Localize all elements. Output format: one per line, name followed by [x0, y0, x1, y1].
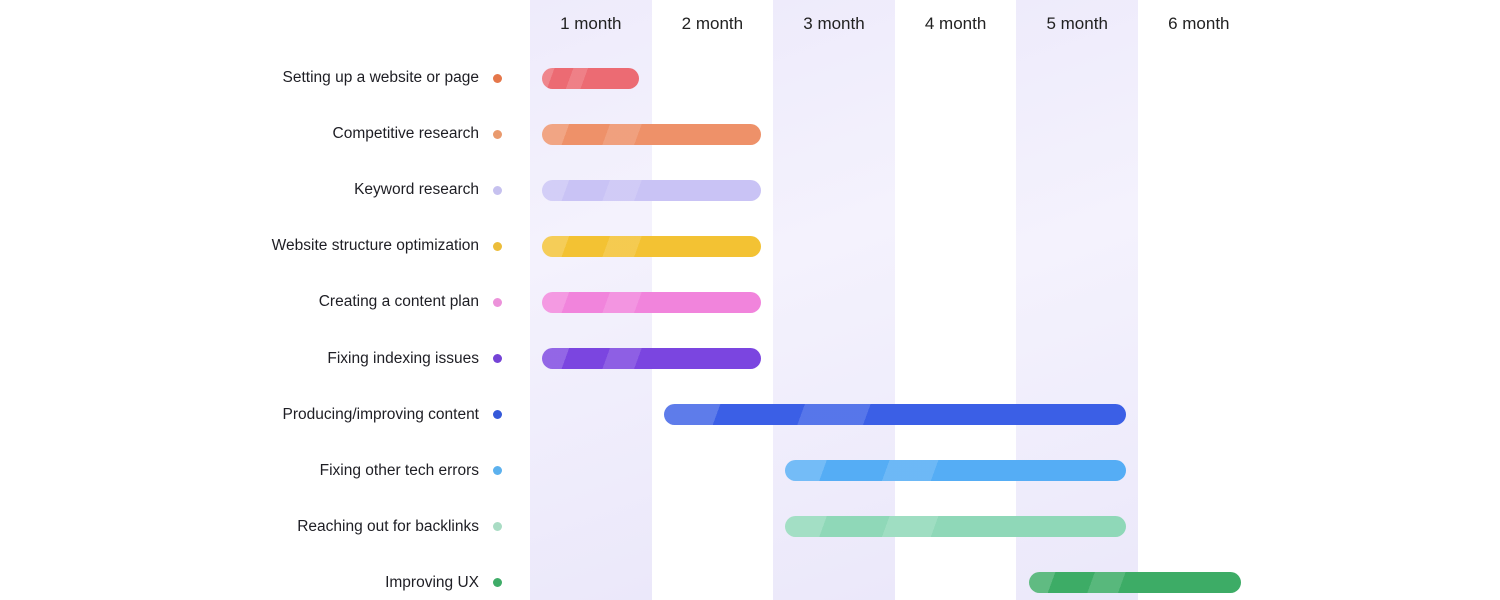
- task-bar: [785, 516, 1126, 538]
- month-header: 6 month: [1168, 14, 1230, 33]
- task-dot-icon: [493, 578, 502, 588]
- month-column: [1016, 0, 1138, 600]
- task-label: Producing/improving content: [282, 405, 479, 423]
- task-bar: [542, 179, 762, 201]
- task-bar: [542, 123, 762, 145]
- task-dot-icon: [493, 522, 502, 532]
- task-dot-icon: [493, 185, 502, 195]
- month-header: 3 month: [803, 14, 865, 33]
- task-label: Fixing indexing issues: [327, 349, 479, 367]
- task-bar: [542, 235, 762, 257]
- task-label: Fixing other tech errors: [319, 461, 479, 479]
- task-label: Setting up a website or page: [282, 69, 479, 86]
- month-header: 5 month: [1046, 14, 1108, 33]
- task-bar: [663, 404, 1126, 426]
- task-label: Keyword research: [354, 181, 479, 199]
- task-dot-icon: [493, 73, 502, 83]
- task-bar: [1028, 572, 1242, 594]
- task-bar: [542, 67, 640, 89]
- task-label: Reaching out for backlinks: [297, 517, 479, 535]
- task-dot-icon: [493, 354, 502, 363]
- task-dot-icon: [493, 129, 502, 139]
- task-dot-icon: [493, 241, 502, 251]
- month-column: [773, 0, 895, 600]
- task-label: Competitive research: [332, 125, 479, 143]
- task-bar: [785, 460, 1126, 482]
- task-dot-icon: [493, 410, 502, 420]
- task-label: Improving UX: [385, 573, 479, 591]
- month-header: 2 month: [681, 14, 744, 33]
- task-dot-icon: [493, 297, 502, 307]
- task-label: Website structure optimization: [271, 237, 479, 255]
- month-column: [895, 0, 1017, 600]
- task-bar: [542, 348, 762, 369]
- month-column: [1138, 0, 1260, 600]
- month-header: 1 month: [560, 14, 622, 33]
- task-bar: [542, 291, 762, 313]
- task-dot-icon: [493, 466, 502, 476]
- task-label: Creating a content plan: [318, 293, 479, 311]
- month-header: 4 month: [924, 14, 987, 33]
